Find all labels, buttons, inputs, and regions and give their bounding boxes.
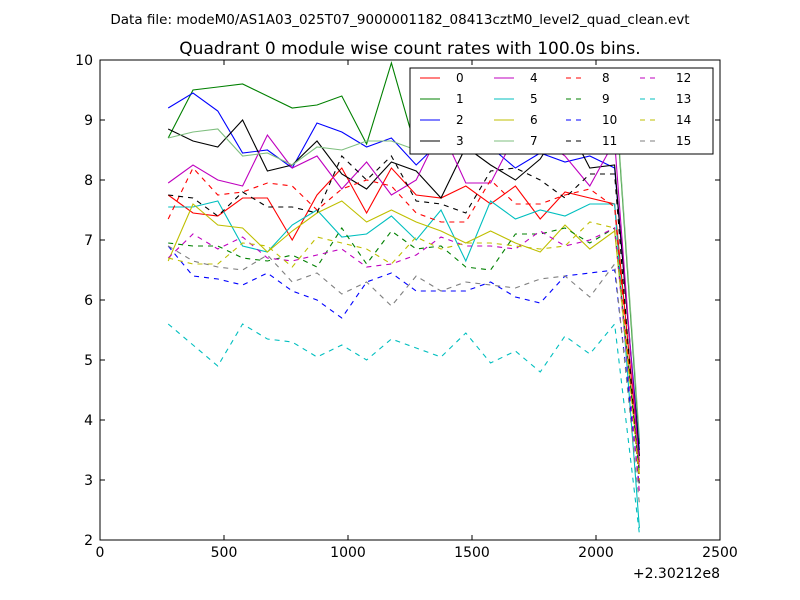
series-line-13: [167, 322, 640, 535]
x-offset-label: +2.30212e8: [633, 566, 720, 582]
legend-label-0: 0: [456, 71, 464, 85]
legend-label-5: 5: [530, 92, 538, 106]
series-line-8: [167, 167, 640, 481]
series-line-6: [167, 200, 640, 475]
series-line-2: [167, 92, 640, 451]
series-line-0: [167, 167, 640, 463]
chart-title: Quadrant 0 module wise count rates with …: [179, 39, 640, 59]
series-line-15: [167, 245, 640, 505]
x-tick-label: 2000: [578, 545, 614, 561]
legend-label-8: 8: [602, 71, 610, 85]
series-line-3: [167, 118, 640, 457]
legend-label-4: 4: [530, 71, 538, 85]
legend-label-3: 3: [456, 134, 464, 148]
legend-label-13: 13: [676, 92, 691, 106]
y-tick-label: 2: [84, 533, 93, 549]
legend-frame: [409, 67, 714, 155]
legend-label-7: 7: [530, 134, 538, 148]
y-tick-label: 3: [84, 473, 93, 489]
series-layer: [167, 61, 640, 535]
legend-label-9: 9: [602, 92, 610, 106]
series-line-5: [168, 200, 640, 529]
x-tick-label: 2500: [702, 545, 738, 561]
legend-label-15: 15: [676, 134, 691, 148]
x-tick-label: 0: [96, 545, 105, 561]
y-tick-label: 4: [84, 413, 93, 429]
series-line-12: [167, 227, 640, 493]
x-tick-label: 1500: [454, 545, 490, 561]
legend-label-2: 2: [456, 113, 464, 127]
legend-label-11: 11: [602, 134, 617, 148]
legend-label-12: 12: [676, 71, 691, 85]
legend-label-10: 10: [602, 113, 617, 127]
x-tick-label: 500: [211, 545, 238, 561]
y-tick-label: 9: [84, 113, 93, 129]
data-file-label: Data file: modeM0/AS1A03_025T07_90000011…: [110, 12, 689, 28]
y-tick-label: 5: [84, 353, 93, 369]
series-line-10: [167, 245, 640, 487]
x-tick-label: 1000: [330, 545, 366, 561]
series-line-4: [167, 127, 640, 469]
y-tick-label: 8: [84, 173, 93, 189]
series-line-11: [168, 155, 640, 487]
y-tick-label: 6: [84, 293, 93, 309]
legend-label-1: 1: [456, 92, 464, 106]
series-line-14: [168, 221, 640, 481]
series-line-9: [168, 227, 640, 475]
legend-label-14: 14: [676, 113, 691, 127]
legend-label-6: 6: [530, 113, 538, 127]
y-tick-label: 10: [75, 53, 93, 69]
y-tick-label: 7: [84, 233, 93, 249]
